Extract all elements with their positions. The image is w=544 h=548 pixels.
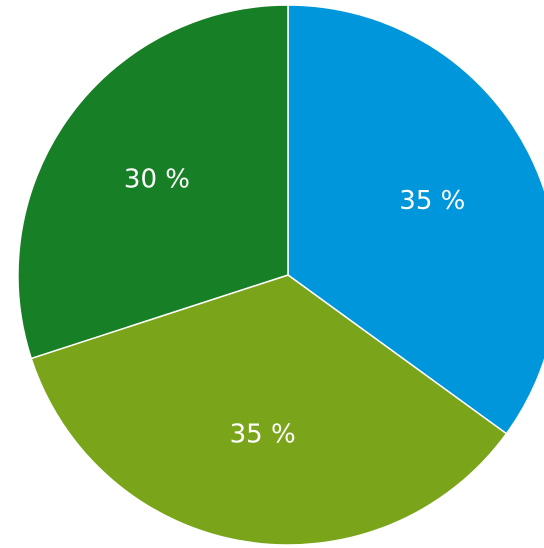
- pie-slice-label-1: 35 %: [399, 186, 465, 216]
- pie-labels: 35 % 35 % 30 %: [124, 164, 465, 449]
- pie-slice-label-3: 30 %: [124, 164, 190, 194]
- pie-slice-2: [30, 274, 508, 546]
- pie-slices: [17, 4, 544, 546]
- pie-slice-3: [17, 4, 289, 360]
- pie-slice-label-2: 35 %: [230, 420, 296, 450]
